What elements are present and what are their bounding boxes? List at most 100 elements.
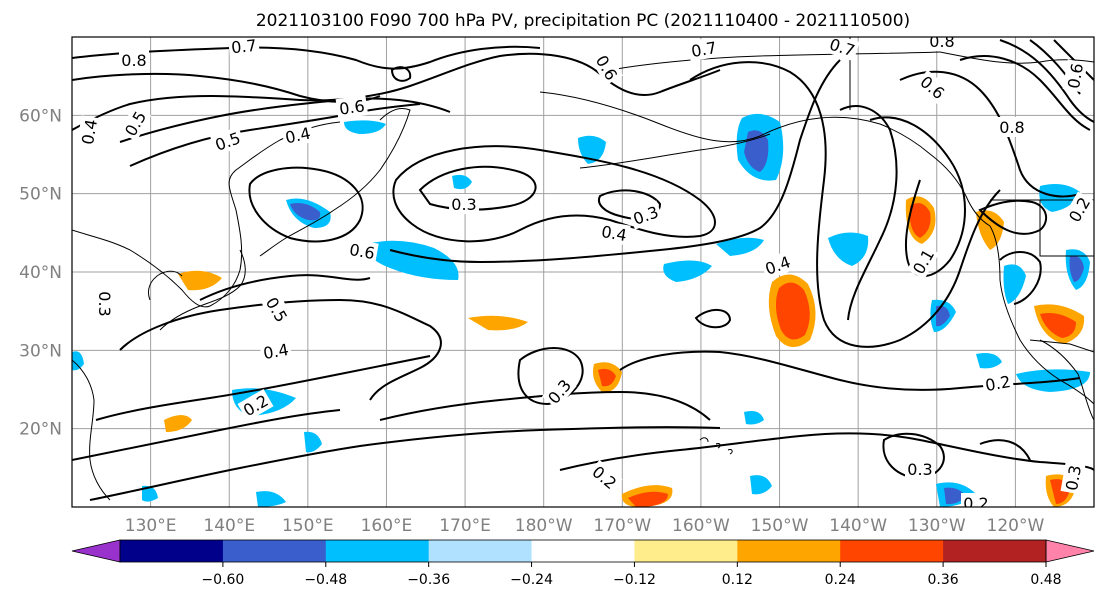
contour-value-label: 0.3 [95, 289, 115, 319]
pv-contour [72, 409, 341, 461]
contour-labels: 0.80.7 0.7 0.7 0.80.80.60.60.60.60.60.50.50… [76, 32, 1094, 513]
contour-label-background [260, 291, 294, 328]
contour-value-label: 0.2 [586, 459, 623, 495]
pv-contour [389, 59, 841, 264]
contour-label-text: 0.7 [230, 36, 257, 58]
precip-blob [828, 232, 869, 266]
contour-value-label: 0.4 [76, 115, 102, 149]
contour-label-background [981, 370, 1015, 396]
coastline-bc [929, 153, 1094, 405]
contour-label-text: 0.3 [907, 460, 932, 479]
contour-label-text: 0.8 [929, 32, 954, 51]
contour-value-label: 0.4 [760, 250, 796, 280]
latitude-tick-label: 50°N [19, 185, 62, 205]
pv-contour [517, 347, 584, 406]
colorbar-tick-label: 0.36 [928, 572, 959, 588]
pv-contour [978, 199, 1048, 235]
precip-blob [936, 305, 950, 327]
precip-blob [1040, 313, 1076, 338]
latitude-tick-label: 60°N [19, 106, 62, 126]
pv-contour [119, 298, 442, 401]
precip-blob [72, 351, 84, 371]
precip-blob [365, 240, 459, 280]
contour-value-label: 0.3 [1060, 461, 1086, 495]
pv-contour [119, 97, 451, 143]
precip-blob [750, 475, 772, 495]
colorbar-segment [943, 540, 1047, 562]
precip-blob [598, 368, 616, 387]
pv-contour [89, 426, 721, 501]
colorbar-segment [840, 540, 944, 562]
map-frame [71, 36, 1095, 508]
colorbar-segment [737, 540, 841, 562]
contour-label-text: 0.2 [963, 494, 988, 513]
longitude-tick-label: 160°E [361, 516, 413, 536]
precip-blob [344, 120, 386, 134]
longitude-tick-label: 180°W [515, 516, 573, 536]
contour-value-label: 0.8 [119, 50, 149, 70]
axis-tick-labels: 130°E 140°E 150°E 160°E 170°E 180°W 170°W 160°W… [19, 106, 1044, 536]
contour-value-label: 0.3 [449, 194, 479, 214]
contour-label-background [259, 338, 293, 364]
precip-blob [716, 237, 764, 256]
longitude-tick-label: 170°E [439, 516, 491, 536]
coastline-hawaii [699, 437, 733, 455]
contour-label-background [541, 373, 577, 410]
precip-blob [976, 353, 1002, 369]
coastline-asia [72, 121, 341, 308]
longitude-tick-label: 130°E [125, 516, 177, 536]
pv-contour [999, 251, 1042, 305]
contour-value-label: 0.3 [905, 459, 935, 479]
country-border-us-mexico [1029, 339, 1094, 353]
pv-contour [129, 103, 421, 167]
contour-label-background [227, 37, 260, 58]
contour-value-label: 0.6 [335, 95, 369, 120]
contour-value-label: 0.8 [927, 32, 957, 51]
contour-label-text: 0.8 [121, 51, 146, 70]
contour-label-background [1060, 461, 1086, 495]
contour-value-label: 0.4 [259, 338, 293, 364]
precip-anomaly-shading [72, 113, 1090, 507]
precip-blob [1039, 184, 1080, 212]
coastline-japan [159, 249, 246, 331]
latitude-tick-label: 20°N [19, 420, 62, 440]
contour-label-text: 0.6 [348, 240, 376, 263]
colorbar-tick-label: −0.48 [304, 572, 347, 588]
coastline-kamchatka [333, 107, 411, 211]
pv-contour [199, 274, 371, 301]
contour-label-background [345, 238, 379, 264]
contour-label-background [997, 117, 1027, 137]
precip-blob [178, 270, 222, 291]
latitude-tick-label: 40°N [19, 263, 62, 283]
contour-label-background [905, 459, 935, 479]
chart-title: 2021103100 F090 700 hPa PV, precipitatio… [256, 11, 910, 31]
precip-blob [663, 260, 712, 282]
contour-label-background [118, 105, 152, 142]
coastline-kurils [259, 209, 335, 257]
contour-label-background [449, 194, 479, 214]
colorbar-extend-low [71, 539, 121, 563]
contour-label-text: 0.3 [95, 291, 114, 316]
colorbar-segment [428, 540, 533, 562]
pv-contour [869, 116, 966, 277]
colorbar-tick-label: −0.12 [613, 572, 656, 588]
contour-label-background [1062, 191, 1094, 228]
contour-label-text: 0.2 [984, 372, 1012, 395]
contour-label-background [335, 95, 369, 120]
coastline-mexico [1039, 339, 1094, 421]
precip-blob [468, 315, 528, 331]
contour-label-text: 0.4 [600, 222, 628, 245]
contour-label-text: 0.6 [1064, 62, 1087, 90]
contour-value-label: 0.6 [345, 238, 379, 264]
contour-value-label: 0.2 [961, 493, 991, 513]
precip-blob [744, 411, 764, 425]
contour-label-background [1062, 59, 1088, 93]
pv-contour [1053, 39, 1094, 81]
pv-contour [390, 66, 412, 82]
colorbar-tick-label: 0.12 [722, 572, 753, 588]
pv-contour [559, 432, 1094, 471]
colorbar-segment [222, 540, 327, 562]
contour-label-text: 0.3 [451, 195, 476, 214]
precip-blob [944, 487, 966, 505]
contour-value-label: 0.7 [824, 37, 860, 62]
